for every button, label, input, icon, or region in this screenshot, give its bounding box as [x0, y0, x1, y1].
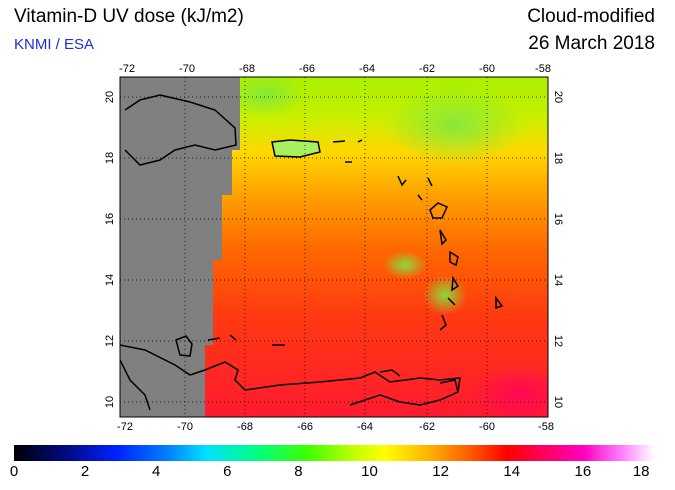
windward-islands — [439, 275, 460, 331]
colorbar-tick: 2 — [80, 463, 90, 480]
puerto-rico-coast — [271, 139, 321, 158]
colorbar — [14, 445, 654, 461]
left-lat-tick: 10 — [104, 396, 116, 408]
bottom-lon-tick: -66 — [297, 421, 313, 433]
guadeloupe-coast — [429, 202, 448, 219]
abc-islands — [175, 334, 285, 357]
top-lon-tick: -66 — [299, 63, 315, 75]
top-lon-tick: -70 — [179, 63, 195, 75]
graticule — [120, 77, 548, 417]
martinique-coast — [449, 250, 459, 267]
trinidad-coast — [439, 379, 459, 393]
venezuela-coast — [120, 344, 461, 406]
colorbar-tick: 14 — [503, 463, 521, 480]
bottom-lon-tick: -58 — [538, 421, 554, 433]
top-lon-tick: -64 — [359, 63, 375, 75]
map-frame — [119, 76, 549, 418]
coastlines — [120, 94, 504, 411]
left-lat-tick: 12 — [104, 335, 116, 347]
right-lat-tick: 18 — [552, 152, 564, 164]
pink-patch-se — [470, 365, 548, 417]
left-lat-tick: 16 — [104, 213, 116, 225]
virgin-islands — [332, 139, 363, 163]
top-lon-tick: -68 — [239, 63, 255, 75]
colorbar-tick: 16 — [574, 463, 592, 480]
left-lat-tick: 14 — [104, 274, 116, 286]
barbados-coast — [495, 295, 504, 310]
top-lon-tick: -72 — [119, 63, 135, 75]
dominica-coast — [439, 229, 447, 246]
right-lat-tick: 20 — [552, 91, 564, 103]
colorbar-ticks: 0 2 4 6 8 10 12 14 16 18 — [10, 463, 654, 483]
credit-label: KNMI / ESA — [14, 36, 95, 53]
map-title: Vitamin-D UV dose (kJ/m2) — [14, 6, 244, 27]
product-type: Cloud-modified — [527, 6, 655, 27]
colorbar-tick: 18 — [632, 463, 650, 480]
top-lon-tick: -58 — [535, 63, 551, 75]
right-lat-tick: 12 — [552, 335, 564, 347]
green-patch-ne — [385, 85, 525, 165]
colorbar-tick: 12 — [432, 463, 449, 480]
top-lon-tick: -60 — [479, 63, 495, 75]
bottom-lon-tick: -64 — [357, 421, 373, 433]
right-lat-tick: 10 — [552, 396, 564, 408]
bottom-lon-tick: -60 — [479, 421, 495, 433]
colorbar-tick: 6 — [223, 463, 232, 480]
margarita-coast — [379, 369, 401, 377]
right-lat-tick: 14 — [552, 274, 564, 286]
leeward-islands — [397, 175, 433, 201]
colorbar-tick: 4 — [152, 463, 161, 480]
product-date: 26 March 2018 — [528, 33, 655, 54]
bottom-lon-tick: -68 — [237, 421, 253, 433]
colorbar-tick: 8 — [294, 463, 303, 480]
green-patch-east — [423, 275, 467, 315]
right-lat-tick: 16 — [552, 213, 564, 225]
colorbar-tick: 10 — [361, 463, 378, 480]
bottom-lon-tick: -62 — [419, 421, 435, 433]
hispaniola-coast — [124, 94, 237, 166]
maracaibo-coast — [120, 359, 151, 411]
left-lat-tick: 18 — [104, 152, 116, 164]
top-lon-tick: -62 — [419, 63, 435, 75]
colorbar-tick: 0 — [9, 463, 19, 480]
green-patch-central — [383, 251, 427, 279]
left-lat-tick: 20 — [104, 91, 116, 103]
bottom-lon-tick: -72 — [117, 421, 133, 433]
bottom-lon-tick: -70 — [177, 421, 193, 433]
data-field — [120, 77, 548, 417]
